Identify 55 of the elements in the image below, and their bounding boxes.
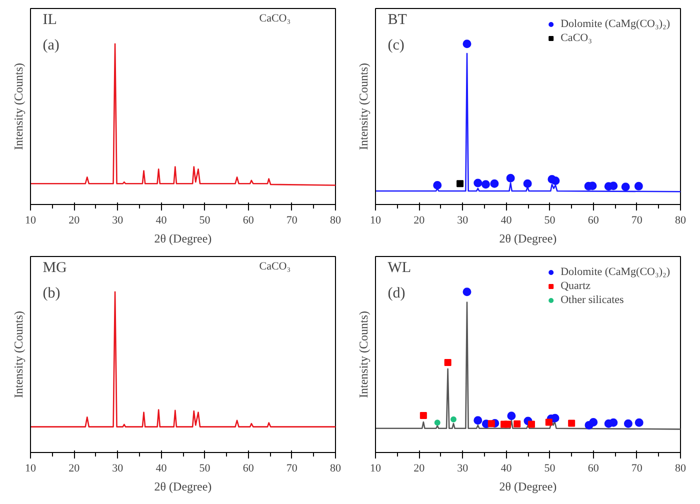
x-tick-label: 20	[414, 462, 426, 474]
x-tick-label: 30	[112, 214, 124, 226]
x-tick-label: 10	[370, 214, 382, 226]
legend-label: CaCO₃	[560, 32, 592, 44]
text: CaCO₃	[259, 12, 291, 25]
legend-label: Other silicates	[560, 294, 624, 306]
y-axis-title: Intensity (Counts)	[356, 310, 370, 398]
x-tick-label: 10	[25, 462, 36, 474]
x-tick-label: 80	[675, 462, 686, 474]
text: CaCO₃	[259, 260, 291, 273]
chart-title: MG	[42, 260, 68, 276]
x-axis-title: 2θ (Degree)	[154, 480, 212, 494]
chart-subtitle: (b)	[42, 285, 60, 302]
x-axis-title: 2θ (Degree)	[499, 480, 557, 494]
x-tick-label: 30	[457, 214, 469, 226]
legend-label: Dolomite (CaMg(CO₃)₂)	[560, 266, 670, 278]
x-tick-label: 50	[544, 214, 556, 226]
x-tick-label: 70	[631, 214, 643, 226]
x-tick-label: 30	[112, 462, 124, 474]
y-axis-title: Intensity (Counts)	[12, 62, 26, 150]
x-tick-label: 20	[414, 214, 426, 226]
x-tick-label: 80	[675, 214, 686, 226]
x-tick-label: 70	[286, 214, 298, 226]
x-tick-label: 20	[68, 462, 80, 474]
x-axis-title: 2θ (Degree)	[499, 232, 557, 246]
x-tick-label: 40	[500, 462, 512, 474]
x-tick-label: 70	[286, 462, 298, 474]
x-tick-label: 20	[68, 214, 80, 226]
x-tick-label: 10	[25, 214, 36, 226]
chart-title: BT	[388, 12, 407, 28]
x-tick-label: 60	[242, 462, 254, 474]
x-tick-label: 50	[199, 214, 211, 226]
x-tick-label: 70	[631, 462, 643, 474]
x-tick-label: 80	[330, 214, 342, 226]
x-tick-label: 60	[242, 214, 254, 226]
x-tick-label: 60	[588, 214, 600, 226]
y-axis-title: Intensity (Counts)	[12, 310, 26, 398]
x-tick-label: 40	[500, 214, 512, 226]
x-tick-label: 40	[156, 214, 168, 226]
x-axis-title: 2θ (Degree)	[154, 232, 212, 246]
x-tick-label: 50	[544, 462, 556, 474]
x-tick-label: 30	[457, 462, 469, 474]
x-tick-label: 50	[199, 462, 211, 474]
legend-label: Dolomite (CaMg(CO₃)₂)	[560, 18, 670, 30]
x-tick-label: 10	[370, 462, 382, 474]
chart-subtitle: (a)	[42, 37, 60, 54]
x-tick-label: 80	[330, 462, 342, 474]
x-tick-label: 40	[156, 462, 168, 474]
chart-title: IL	[42, 12, 57, 28]
y-axis-title: Intensity (Counts)	[356, 62, 370, 150]
x-tick-label: 60	[588, 462, 600, 474]
chart-subtitle: (d)	[388, 285, 406, 302]
legend-label: Quartz	[560, 280, 591, 292]
chart-title: WL	[388, 260, 412, 276]
chart-subtitle: (c)	[388, 37, 404, 54]
